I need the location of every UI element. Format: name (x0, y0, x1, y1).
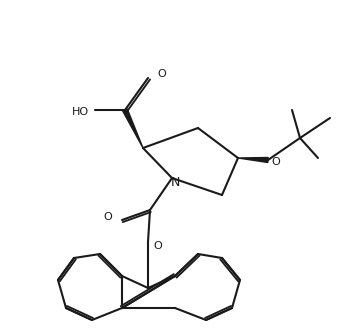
Text: O: O (104, 212, 113, 222)
Text: O: O (158, 69, 166, 79)
Text: O: O (154, 241, 162, 251)
Polygon shape (123, 109, 143, 148)
Polygon shape (238, 157, 268, 162)
Text: N: N (170, 177, 180, 189)
Text: O: O (272, 157, 280, 167)
Text: HO: HO (71, 107, 89, 117)
